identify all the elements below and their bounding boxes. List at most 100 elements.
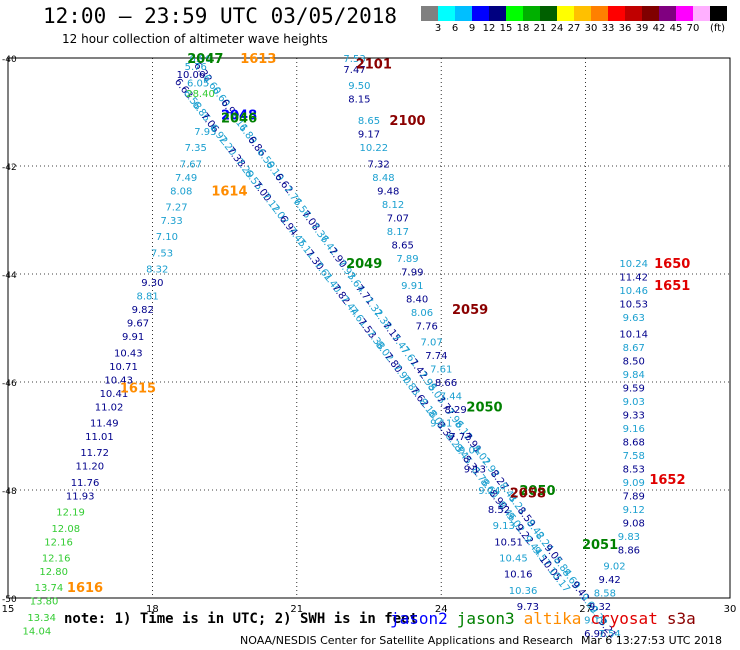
wave-height-point: 8.32 <box>146 265 168 276</box>
legend-swatch <box>557 6 574 21</box>
legend-swatch <box>642 6 659 21</box>
wave-height-point: 7.99 <box>401 267 423 278</box>
wave-height-point: 11.02 <box>95 402 124 413</box>
wave-height-point: 10.22 <box>359 143 388 154</box>
wave-height-point: 11.01 <box>85 432 114 443</box>
wave-height-point: 7.53 <box>151 248 173 259</box>
wave-height-point: 7.61 <box>430 365 452 376</box>
wave-height-point: 7.33 <box>161 216 183 227</box>
wave-height-point: 9.01 <box>459 446 481 457</box>
pass-number-label: 1616 <box>67 581 103 596</box>
legend-label: 45 <box>669 23 683 34</box>
timestamp: Mar 6 13:27:53 UTC 2018 <box>581 634 722 647</box>
wave-height-point: 9.02 <box>603 562 625 573</box>
wave-height-point: 12.08 <box>51 524 80 535</box>
wave-height-point: 9.91 <box>401 281 423 292</box>
lon-tick-label: 27 <box>579 604 592 615</box>
lat-tick-label: -40 <box>2 55 17 65</box>
wave-height-point: 7.35 <box>185 143 207 154</box>
pass-number-label: 1614 <box>211 184 247 199</box>
wave-height-point: 13.74 <box>35 583 64 594</box>
lon-tick-label: 24 <box>435 604 448 615</box>
legend-label: 18 <box>516 23 530 34</box>
wave-height-point: 8.17 <box>387 227 409 238</box>
legend-label: 36 <box>618 23 632 34</box>
wave-height-point: 7.44 <box>440 392 462 403</box>
lat-tick-label: -50 <box>2 595 17 605</box>
page-subtitle: 12 hour collection of altimeter wave hei… <box>62 32 328 46</box>
legend-swatch <box>472 6 489 21</box>
legend-label: 12 <box>482 23 496 34</box>
wave-height-point: 10.51 <box>494 537 523 548</box>
wave-height-point: 8.68 <box>623 437 645 448</box>
wave-height-point: 28.40 <box>186 89 215 100</box>
wave-height-point: 7.53 <box>343 54 365 65</box>
pass-number-label: 2050 <box>519 484 555 499</box>
pass-number-label: 2050 <box>466 400 502 415</box>
wave-height-point: 9.42 <box>599 575 621 586</box>
wave-height-point: 10.53 <box>619 300 648 311</box>
wave-height-point: 7.58 <box>623 451 645 462</box>
wave-height-point: 9.17 <box>358 130 380 141</box>
wave-height-point: 10.46 <box>619 286 648 297</box>
legend-swatch <box>489 6 506 21</box>
page-title: 12:00 – 23:59 UTC 03/05/2018 <box>43 4 398 28</box>
wave-height-point: 10.43 <box>104 375 133 386</box>
wave-height-point: 7.27 <box>165 203 187 214</box>
wave-height-point: 9.12 <box>623 505 645 516</box>
legend-label: 42 <box>652 23 666 34</box>
sat-legend-cryosat: cryosat <box>590 609 658 628</box>
wave-height-point: 7.67 <box>180 159 202 170</box>
wave-height-point: 14.04 <box>23 626 52 637</box>
wave-height-point: 7.93 <box>194 127 216 138</box>
wave-height-point: 11.42 <box>619 273 648 284</box>
wave-height-point: 7.76 <box>416 321 438 332</box>
pass-number-label: 2047 <box>187 52 223 67</box>
pass-number-label: 1615 <box>120 381 156 396</box>
wave-height-point: 8.65 <box>392 240 414 251</box>
lat-tick-label: -48 <box>2 487 17 497</box>
wave-height-point: 7.74 <box>425 351 447 362</box>
lon-tick-label: 18 <box>146 604 159 615</box>
wave-height-point: 9.16 <box>623 424 645 435</box>
wave-height-point: 9.67 <box>127 319 149 330</box>
wave-height-point: 8.66 <box>435 378 457 389</box>
wave-height-point: 6.96 <box>584 629 606 640</box>
wave-height-point: 12.19 <box>56 508 85 519</box>
legend-swatch <box>710 6 727 21</box>
credit-line: NOAA/NESDIS Center for Satellite Applica… <box>240 634 574 647</box>
legend-swatch <box>438 6 455 21</box>
wave-height-point: 8.86 <box>618 545 640 556</box>
wave-height-point: 11.72 <box>80 448 109 459</box>
wave-height-point: 10.06 <box>177 70 206 81</box>
wave-height-point: 8.50 <box>623 356 645 367</box>
wave-height-point: 12.16 <box>42 554 71 565</box>
legend-swatch <box>506 6 523 21</box>
wave-height-point: 5.76 <box>185 62 207 73</box>
pass-number-label: 1652 <box>649 473 685 488</box>
legend-label: 21 <box>533 23 547 34</box>
legend-swatch <box>608 6 625 21</box>
wave-height-point: 8.81 <box>136 292 158 303</box>
legend-label: 70 <box>686 23 700 34</box>
pass-number-label: 2058 <box>510 487 546 502</box>
sat-legend-jason2: jason2 <box>390 609 448 628</box>
lon-tick-label: 21 <box>290 604 303 615</box>
legend-swatch <box>659 6 676 21</box>
wave-height-point: 6.05 <box>187 78 209 89</box>
legend-swatch <box>540 6 557 21</box>
wave-height-point: 8.52 <box>488 505 510 516</box>
legend-label: 33 <box>601 23 615 34</box>
wave-height-point: 9.82 <box>132 305 154 316</box>
wave-height-point: 11.20 <box>76 462 105 473</box>
legend-swatch <box>523 6 540 21</box>
wave-height-point: 7.07 <box>420 338 442 349</box>
wave-height-point: 8.67 <box>623 343 645 354</box>
wave-height-point: 10.43 <box>114 348 143 359</box>
wave-height-point: 10.45 <box>499 554 528 565</box>
wave-height-point: 11.49 <box>90 419 119 430</box>
pass-number-label: 2048 <box>221 109 257 124</box>
wave-height-point: 8.53 <box>623 464 645 475</box>
wave-height-point: 9.08 <box>623 518 645 529</box>
pass-number-label: 2100 <box>389 114 425 129</box>
